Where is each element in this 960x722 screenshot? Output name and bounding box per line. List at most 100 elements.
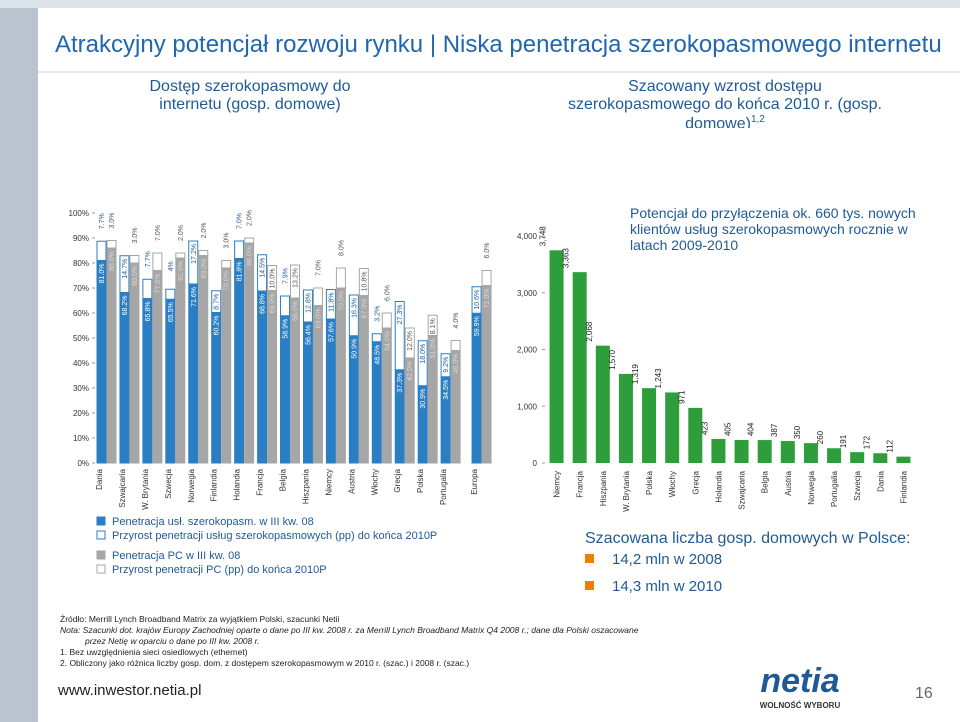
x-tick-label: Dania xyxy=(95,468,104,489)
value-label: 2,068 xyxy=(585,321,594,342)
value-label: 14.7% xyxy=(122,259,129,279)
bar-growth xyxy=(471,286,482,314)
legend-swatch xyxy=(96,550,106,560)
x-tick-label: Finlandia xyxy=(210,468,219,501)
value-label: 2.0% xyxy=(247,210,254,226)
bar-growth xyxy=(394,301,405,371)
bar xyxy=(267,290,278,464)
annotation-box: Potencjał do przyłączenia ok. 660 tys. n… xyxy=(630,205,916,253)
x-tick-label: Norwegia xyxy=(807,470,816,504)
value-label: 77.0% xyxy=(155,274,162,294)
y-tick-label: 0 xyxy=(533,459,538,468)
value-label: 1,319 xyxy=(631,364,640,385)
bar xyxy=(711,438,726,463)
value-label: 971 xyxy=(677,390,686,404)
value-label: 51.0% xyxy=(430,339,437,359)
right-subtitle-text: Szacowany wzrost dostępu szerokopasmoweg… xyxy=(568,78,882,128)
notes: Źródło: Merrill Lynch Broadband Matrix z… xyxy=(60,614,639,668)
value-label: 12.8% xyxy=(305,293,312,313)
x-tick-label: Polska xyxy=(645,470,654,495)
x-tick-label: Belgia xyxy=(761,470,770,493)
y-tick-label: 20% xyxy=(73,409,89,418)
value-label: 191 xyxy=(839,434,848,448)
note: 1. Bez uwzględnienia sieci osiedlowych (… xyxy=(60,647,248,657)
bar-growth xyxy=(325,289,336,320)
bar xyxy=(290,297,301,464)
bar-growth xyxy=(129,255,140,264)
y-tick-label: 50% xyxy=(73,334,89,343)
x-tick-label: Portugalia xyxy=(439,468,448,505)
value-label: 57.6% xyxy=(328,322,335,342)
x-tick-label: Europa xyxy=(470,468,479,494)
bar xyxy=(688,407,703,463)
value-label: 68.2% xyxy=(122,296,129,316)
legend: Penetracja usł. szerokopasm. w III kw. 0… xyxy=(96,516,437,576)
x-tick-label: Hiszpania xyxy=(599,470,608,506)
bar-growth xyxy=(371,333,382,343)
value-label: 34.5% xyxy=(443,380,450,400)
value-label: 81.8% xyxy=(237,262,244,282)
value-label: 2.0% xyxy=(201,223,208,239)
value-label: 88.0% xyxy=(247,246,254,266)
value-label: 13.2% xyxy=(293,268,300,288)
bar xyxy=(873,453,888,463)
value-label: 405 xyxy=(724,422,733,436)
bar-growth xyxy=(119,255,130,293)
bar xyxy=(665,392,680,463)
x-tick-label: W. Brytania xyxy=(141,468,150,509)
x-tick-label: W. Brytania xyxy=(622,470,631,511)
value-label: 59.9% xyxy=(474,316,481,336)
x-tick-label: Niemcy xyxy=(553,471,562,498)
bar xyxy=(481,285,492,464)
value-label: 14.5% xyxy=(260,258,267,278)
tagline: WOLNOŚĆ WYBORU xyxy=(760,701,841,710)
annotation: Potencjał do przyłączenia ok. 660 tys. n… xyxy=(630,205,916,253)
y-tick-label: 40% xyxy=(73,359,89,368)
bar xyxy=(358,295,369,464)
bar-growth xyxy=(427,314,438,336)
x-tick-label: Grecja xyxy=(393,468,402,492)
x-tick-label: Francja xyxy=(576,470,585,497)
value-label: 17.2% xyxy=(191,244,198,264)
value-label: 10.8% xyxy=(361,272,368,292)
bar xyxy=(595,345,610,463)
side-photo-strip xyxy=(0,0,38,722)
y-tick-label: 3,000 xyxy=(517,289,538,298)
x-tick-label: Portugalia xyxy=(830,470,839,507)
value-label: 65.8% xyxy=(145,302,152,322)
households-title: Szacowana liczba gosp. domowych w Polsce… xyxy=(585,530,911,547)
x-tick-label: Polska xyxy=(416,468,425,493)
value-label: 58.9% xyxy=(283,319,290,339)
bar xyxy=(221,267,232,464)
value-label: 7.9% xyxy=(283,268,290,284)
bar-growth xyxy=(221,260,232,269)
bar xyxy=(734,440,749,463)
bar xyxy=(106,247,117,464)
bar-growth xyxy=(165,288,176,300)
value-label: 7.0% xyxy=(155,225,162,241)
bar-growth xyxy=(312,287,323,306)
note: przez Netię w oparciu o dane po III kw. … xyxy=(84,636,260,646)
bar xyxy=(165,298,176,464)
value-label: 6.0% xyxy=(384,285,391,301)
x-tick-label: Francja xyxy=(256,468,265,495)
households-item: 14,2 mln w 2008 xyxy=(612,551,722,568)
bar-growth xyxy=(404,327,415,359)
left-subtitle: Dostęp szerokopasmowy do internetu (gosp… xyxy=(149,78,351,113)
bar-growth xyxy=(290,264,301,299)
x-tick-label: Włochy xyxy=(370,469,379,495)
value-label: 8.1% xyxy=(430,318,437,334)
value-label: 68.8% xyxy=(260,294,267,314)
value-label: 86.0% xyxy=(109,251,116,271)
value-label: 30.9% xyxy=(420,389,427,409)
x-tick-label: Szwecja xyxy=(853,470,862,500)
x-tick-label: Grecja xyxy=(691,470,700,494)
bar-growth xyxy=(280,295,291,317)
y-tick-label: 100% xyxy=(69,209,89,218)
bar-growth xyxy=(440,353,451,378)
bar xyxy=(188,283,199,464)
legend-label: Przyrost penetracji PC (pp) do końca 201… xyxy=(112,564,327,576)
x-tick-label: Holandia xyxy=(714,470,723,502)
